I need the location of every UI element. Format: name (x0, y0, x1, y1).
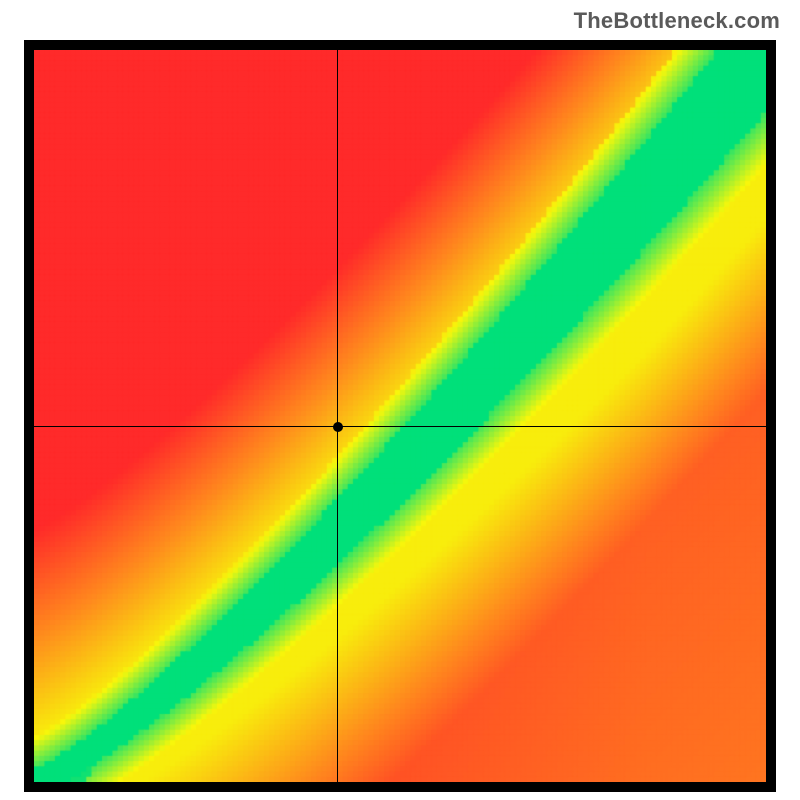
crosshair-vertical (337, 50, 338, 782)
bottleneck-heatmap (34, 50, 766, 782)
watermark-text: TheBottleneck.com (574, 8, 780, 34)
crosshair-horizontal (34, 426, 766, 427)
crosshair-marker (333, 422, 343, 432)
image-container: TheBottleneck.com (0, 0, 800, 800)
